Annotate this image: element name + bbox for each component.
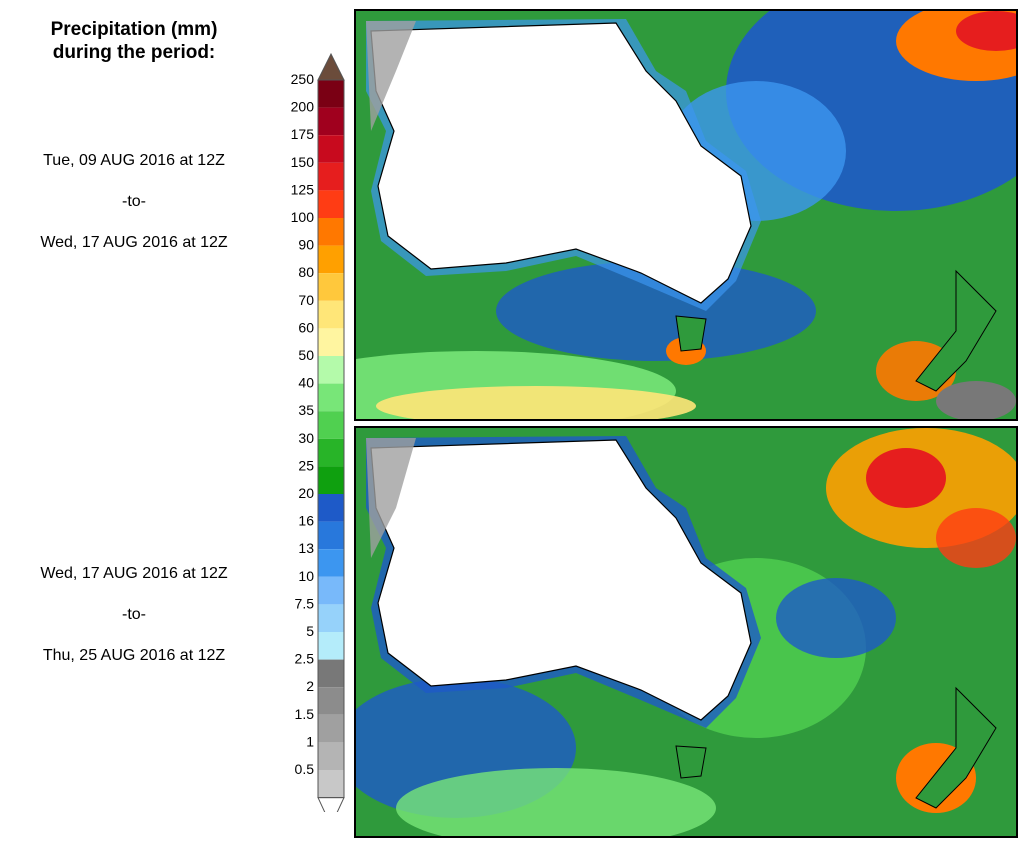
colorbar-swatch xyxy=(318,576,344,605)
colorbar-swatch xyxy=(318,218,344,246)
colorbar-tick-label: 30 xyxy=(298,430,314,446)
colorbar-tick-label: 35 xyxy=(298,402,314,418)
period-1-separator: -to- xyxy=(122,193,146,210)
colorbar-swatch xyxy=(318,521,344,550)
period-2-separator: -to- xyxy=(122,606,146,623)
colorbar-swatch xyxy=(318,135,344,163)
colorbar-tick-label: 16 xyxy=(298,513,314,529)
colorbar-swatch xyxy=(318,494,344,522)
colorbar-swatch xyxy=(318,659,344,688)
colorbar-swatch xyxy=(318,604,344,632)
colorbar-swatch xyxy=(318,80,344,108)
colorbar-swatch xyxy=(318,714,344,743)
precip-map-period-2 xyxy=(354,426,1018,838)
colorbar-tick-label: 7.5 xyxy=(295,595,315,611)
colorbar-tick-label: 60 xyxy=(298,319,314,335)
colorbar-swatch xyxy=(318,190,344,218)
colorbar-tick-label: 90 xyxy=(298,237,314,253)
colorbar-tick-label: 250 xyxy=(291,71,315,87)
colorbar-swatch xyxy=(318,356,344,384)
colorbar-tick-label: 50 xyxy=(298,347,314,363)
colorbar-tick-label: 80 xyxy=(298,264,314,280)
colorbar-frame xyxy=(317,79,345,799)
colorbar-swatch xyxy=(318,770,344,798)
period-2-end: Thu, 25 AUG 2016 at 12Z xyxy=(42,647,226,664)
colorbar-swatch xyxy=(318,742,344,770)
colorbar-swatch xyxy=(318,687,344,715)
period-1-start: Tue, 09 AUG 2016 at 12Z xyxy=(43,152,225,169)
title: Precipitation (mm) during the period: xyxy=(0,18,268,64)
colorbar-swatch xyxy=(318,383,344,412)
colorbar-tick-label: 70 xyxy=(298,292,314,308)
period-1-end: Wed, 17 AUG 2016 at 12Z xyxy=(40,234,228,251)
colorbar-tick-label: 2.5 xyxy=(295,651,315,667)
colorbar-swatch xyxy=(318,107,344,136)
period-2: Wed, 17 AUG 2016 at 12Z -to- Thu, 25 AUG… xyxy=(0,562,268,685)
colorbar-swatch xyxy=(318,245,344,274)
title-line-2: during the period: xyxy=(52,42,216,63)
colorbar-swatch xyxy=(318,632,344,660)
colorbar-tick-label: 10 xyxy=(298,568,314,584)
colorbar-tick-label: 0.5 xyxy=(295,761,315,777)
colorbar-tick-label: 40 xyxy=(298,375,314,391)
colorbar-over-arrow xyxy=(317,52,345,81)
colorbar-swatch xyxy=(318,300,344,329)
colorbar-swatch xyxy=(318,162,344,191)
precip-map-period-1 xyxy=(354,9,1018,421)
period-2-start: Wed, 17 AUG 2016 at 12Z xyxy=(40,565,228,582)
colorbar-tick-label: 1 xyxy=(306,733,314,749)
colorbar-under-arrow xyxy=(317,797,345,812)
colorbar-tick-label: 100 xyxy=(291,209,315,225)
colorbar-swatch xyxy=(318,273,344,301)
colorbar-tick-label: 20 xyxy=(298,485,314,501)
title-line-1: Precipitation (mm) xyxy=(50,19,218,40)
colorbar-tick-label: 150 xyxy=(291,154,315,170)
colorbar-tick-label: 125 xyxy=(291,181,315,197)
period-1: Tue, 09 AUG 2016 at 12Z -to- Wed, 17 AUG… xyxy=(0,149,268,272)
colorbar-tick-label: 1.5 xyxy=(295,706,315,722)
colorbar-legend: 2502001751501251009080706050403530252016… xyxy=(291,52,345,812)
colorbar-tick-label: 200 xyxy=(291,99,315,115)
colorbar-tick-label: 175 xyxy=(291,126,315,142)
colorbar-swatch xyxy=(318,438,344,467)
colorbar-swatch xyxy=(318,411,344,439)
colorbar-tick-label: 25 xyxy=(298,457,314,473)
colorbar-swatch xyxy=(318,549,344,577)
colorbar-swatch xyxy=(318,328,344,356)
colorbar-swatch xyxy=(318,466,344,494)
colorbar-tick-label: 13 xyxy=(298,540,314,556)
colorbar-tick-label: 2 xyxy=(306,678,314,694)
colorbar-tick-label: 5 xyxy=(306,623,314,639)
